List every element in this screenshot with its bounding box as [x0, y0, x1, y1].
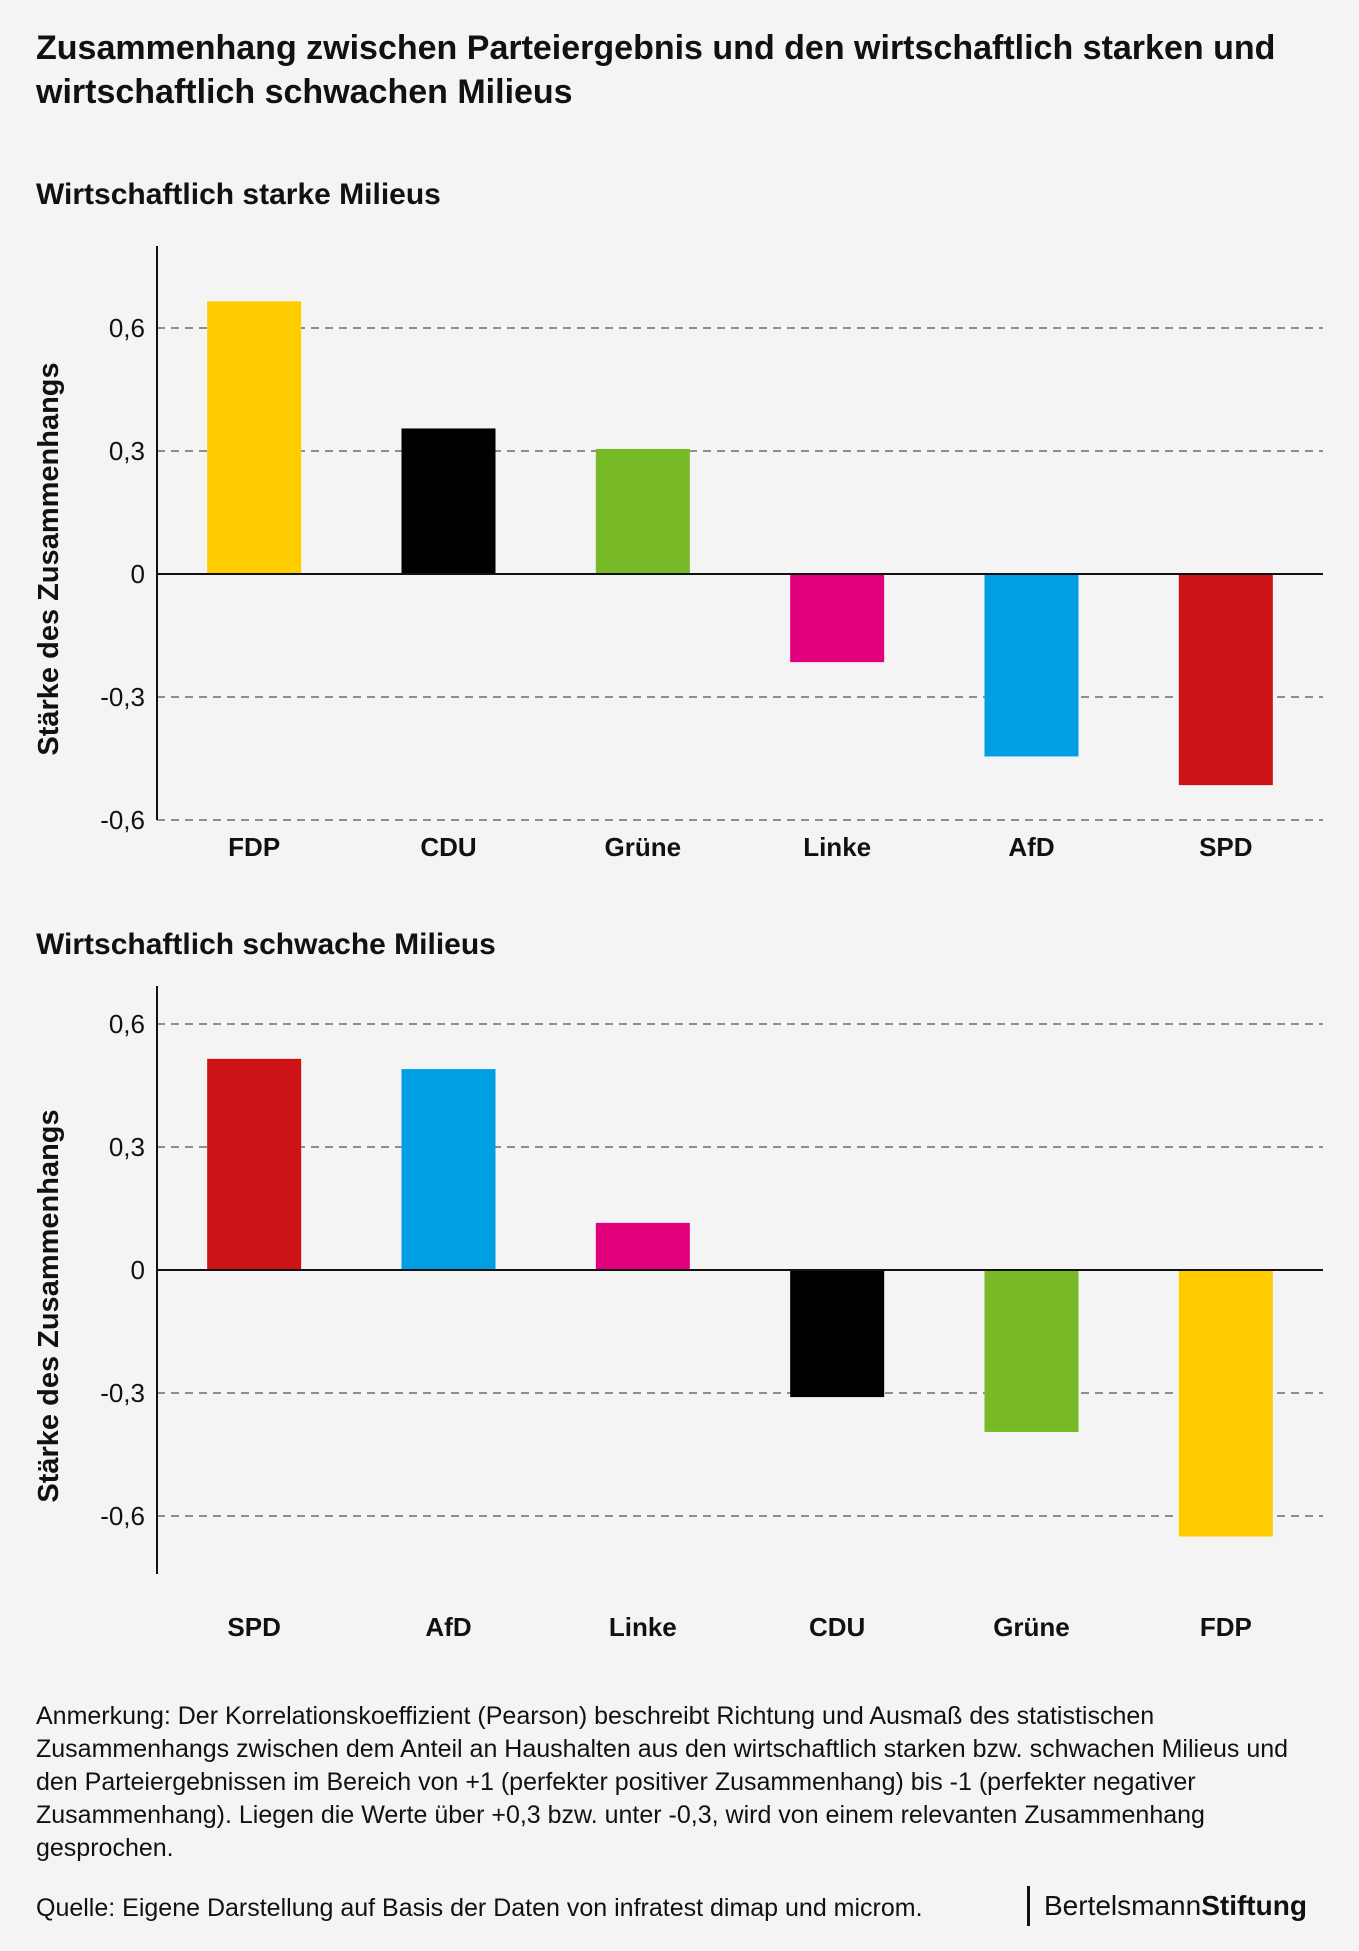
- y-tick-label: -0,3: [100, 1378, 145, 1408]
- x-category-label: SPD: [227, 1612, 280, 1642]
- y-tick-label: 0: [131, 1255, 145, 1285]
- bar-grüne: [984, 1270, 1079, 1432]
- bar-chart-weak-milieus: 0,6 0,3 0 -0,3 -0,6 SPD AfD Linke CDU Grüne FDP Stä…: [33, 986, 1323, 1642]
- logo-part-1: Bertelsmann: [1044, 1890, 1202, 1921]
- bar-cdu: [790, 1270, 885, 1398]
- y-tick-label: 0: [131, 559, 145, 589]
- bar-linke: [790, 574, 885, 663]
- page-title: Zusammenhang zwischen Parteiergebnis und…: [36, 29, 1276, 111]
- y-tick-label: 0,3: [109, 436, 145, 466]
- x-category-label: CDU: [809, 1612, 865, 1642]
- y-axis-label: Stärke des Zusammenhangs: [33, 362, 65, 755]
- logo-part-2: Stiftung: [1201, 1890, 1307, 1921]
- x-category-label: CDU: [420, 832, 476, 862]
- y-axis-label: Stärke des Zusammenhangs: [33, 1109, 65, 1502]
- bar-fdp: [1178, 1270, 1273, 1537]
- x-category-label: AfD: [1008, 832, 1054, 862]
- x-category-label: FDP: [228, 832, 280, 862]
- x-category-label: Linke: [803, 832, 871, 862]
- x-category-label: SPD: [1199, 832, 1252, 862]
- bar-spd: [1178, 574, 1273, 786]
- bar-cdu: [401, 428, 496, 574]
- bertelsmann-stiftung-logo: BertelsmannStiftung: [1027, 1886, 1307, 1926]
- x-category-label: Grüne: [993, 1612, 1070, 1642]
- x-category-label: Grüne: [605, 832, 682, 862]
- bar-afd: [984, 574, 1079, 757]
- y-tick-label: 0,3: [109, 1132, 145, 1162]
- bar-afd: [401, 1069, 496, 1270]
- y-tick-label: -0,6: [100, 805, 145, 835]
- chart-title-weak: Wirtschaftlich schwache Milieus: [36, 928, 496, 961]
- x-category-label: FDP: [1200, 1612, 1252, 1642]
- footnote: Anmerkung: Der Korrelationskoeffizient (…: [36, 1702, 1289, 1862]
- chart-title-strong: Wirtschaftlich starke Milieus: [36, 178, 441, 211]
- bar-chart-strong-milieus: 0,6 0,3 0 -0,3 -0,6 FDP CDU Grüne Linke AfD SPD Stä…: [33, 246, 1323, 862]
- bar-fdp: [207, 301, 302, 574]
- bar-grüne: [595, 448, 690, 574]
- x-category-label: AfD: [425, 1612, 471, 1642]
- y-tick-label: -0,3: [100, 682, 145, 712]
- x-category-label: Linke: [609, 1612, 677, 1642]
- bar-spd: [207, 1058, 302, 1270]
- y-tick-label: 0,6: [109, 313, 145, 343]
- bar-linke: [595, 1222, 690, 1270]
- y-tick-label: 0,6: [109, 1009, 145, 1039]
- y-tick-label: -0,6: [100, 1501, 145, 1531]
- source-note: Quelle: Eigene Darstellung auf Basis der…: [36, 1894, 923, 1922]
